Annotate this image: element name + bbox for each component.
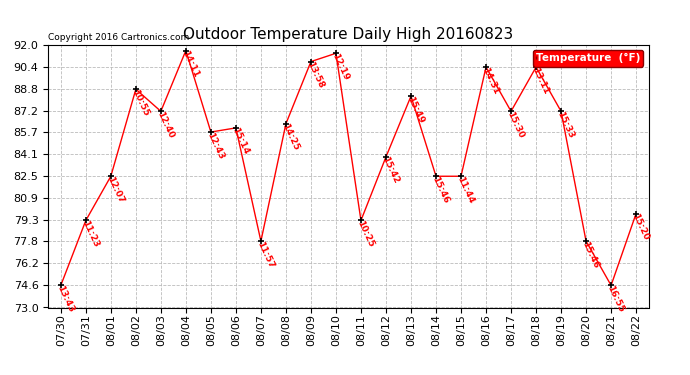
Text: 10:55: 10:55 — [130, 88, 150, 117]
Text: 11:23: 11:23 — [81, 219, 101, 249]
Text: 15:46: 15:46 — [431, 175, 451, 205]
Text: 14:25: 14:25 — [281, 122, 301, 152]
Text: 10:25: 10:25 — [355, 219, 376, 249]
Text: 14:31: 14:31 — [481, 66, 501, 96]
Text: 11:44: 11:44 — [455, 175, 476, 205]
Text: 15:49: 15:49 — [406, 95, 426, 125]
Text: 12:40: 12:40 — [155, 110, 176, 140]
Text: 15:46: 15:46 — [581, 240, 601, 270]
Text: 15:33: 15:33 — [555, 110, 576, 140]
Text: 14:11: 14:11 — [181, 49, 201, 79]
Text: 15:14: 15:14 — [230, 126, 251, 156]
Text: Copyright 2016 Cartronics.com: Copyright 2016 Cartronics.com — [48, 33, 190, 42]
Title: Outdoor Temperature Daily High 20160823: Outdoor Temperature Daily High 20160823 — [184, 27, 513, 42]
Text: 15:42: 15:42 — [381, 156, 401, 185]
Text: 12:19: 12:19 — [331, 52, 351, 82]
Text: 13:58: 13:58 — [306, 60, 326, 90]
Text: 13:43: 13:43 — [55, 284, 76, 314]
Text: 15:20: 15:20 — [631, 212, 651, 242]
Text: 16:55: 16:55 — [606, 284, 626, 314]
Text: 13:11: 13:11 — [531, 66, 551, 96]
Text: 12:43: 12:43 — [206, 130, 226, 160]
Text: 15:30: 15:30 — [506, 110, 526, 140]
Text: 11:57: 11:57 — [255, 240, 276, 270]
Legend: Temperature  (°F): Temperature (°F) — [533, 50, 643, 66]
Text: 12:07: 12:07 — [106, 175, 126, 205]
